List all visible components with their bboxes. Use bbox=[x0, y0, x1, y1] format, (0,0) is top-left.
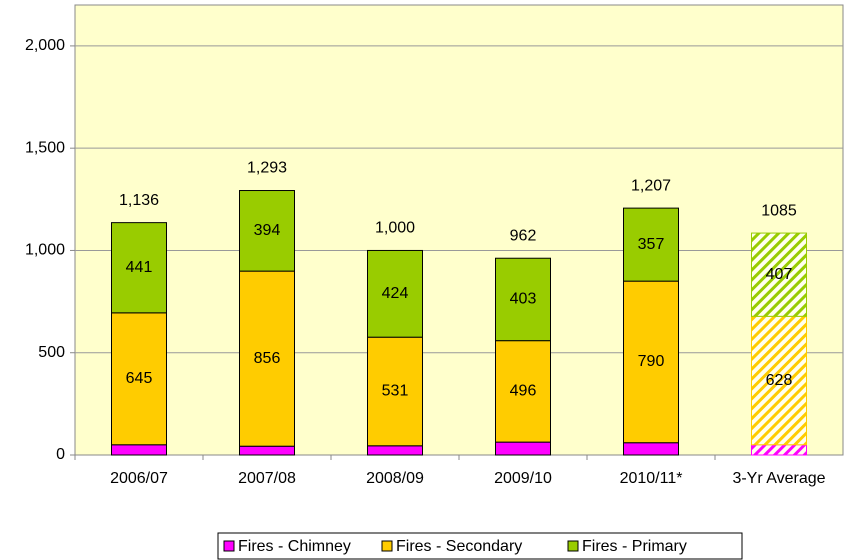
value-label: 645 bbox=[126, 370, 153, 387]
bar-segment bbox=[495, 257, 551, 342]
legend: Fires - Chimney Fires - Secondary Fires - … bbox=[217, 532, 743, 560]
y-tick-label: 1,000 bbox=[25, 242, 65, 259]
total-label: 1,293 bbox=[247, 160, 287, 177]
legend-swatch bbox=[223, 540, 235, 552]
value-label: 403 bbox=[510, 291, 537, 308]
value-label: 424 bbox=[382, 285, 409, 302]
bar-segment bbox=[239, 270, 295, 447]
value-label: 628 bbox=[766, 372, 793, 389]
bar-segment bbox=[623, 442, 679, 456]
x-tick-label: 2009/10 bbox=[494, 470, 552, 487]
legend-swatch bbox=[381, 540, 393, 552]
x-tick-label: 2007/08 bbox=[238, 470, 296, 487]
total-label: 1085 bbox=[761, 202, 797, 219]
legend-label: Fires - Secondary bbox=[396, 538, 522, 555]
bar-segment bbox=[239, 445, 295, 456]
y-tick-label: 0 bbox=[56, 446, 65, 463]
total-label: 962 bbox=[510, 227, 537, 244]
y-tick-label: 500 bbox=[38, 344, 65, 361]
legend-swatch bbox=[567, 540, 579, 552]
value-label: 856 bbox=[254, 350, 281, 367]
bar-segment bbox=[367, 249, 423, 338]
value-label: 394 bbox=[254, 222, 281, 239]
bar-segment bbox=[751, 315, 807, 446]
legend-label: Fires - Chimney bbox=[238, 538, 351, 555]
bar-segment bbox=[111, 222, 167, 314]
value-label: 441 bbox=[126, 259, 153, 276]
x-tick-label: 2010/11* bbox=[620, 470, 683, 487]
total-label: 1,136 bbox=[119, 192, 159, 209]
legend-box bbox=[217, 532, 743, 560]
bar-segment bbox=[751, 444, 807, 456]
bar-segment bbox=[751, 232, 807, 317]
bar-segment bbox=[367, 336, 423, 447]
x-tick-label: 2006/07 bbox=[110, 470, 168, 487]
plot-area bbox=[74, 4, 844, 456]
value-label: 357 bbox=[638, 236, 665, 253]
y-tick-label: 2,000 bbox=[25, 37, 65, 54]
x-tick-label: 3-Yr Average bbox=[732, 470, 825, 487]
bar-segment bbox=[367, 445, 423, 456]
bar-segment bbox=[495, 441, 551, 456]
bar-segment bbox=[239, 190, 295, 272]
x-tick-label: 2008/09 bbox=[366, 470, 424, 487]
bar-segment bbox=[111, 312, 167, 446]
bar-segment bbox=[623, 280, 679, 444]
value-label: 407 bbox=[766, 266, 793, 283]
bar-segment bbox=[623, 207, 679, 282]
value-label: 790 bbox=[638, 353, 665, 370]
value-label: 496 bbox=[510, 383, 537, 400]
y-tick-label: 1,500 bbox=[25, 139, 65, 156]
total-label: 1,207 bbox=[631, 177, 671, 194]
value-label: 531 bbox=[382, 383, 409, 400]
total-label: 1,000 bbox=[375, 220, 415, 237]
bar-segment bbox=[111, 444, 167, 456]
legend-label: Fires - Primary bbox=[582, 538, 687, 555]
